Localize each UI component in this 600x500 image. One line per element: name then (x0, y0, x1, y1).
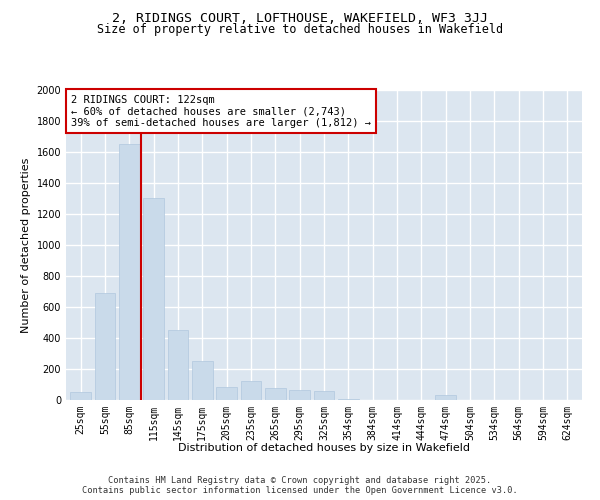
Bar (95, 293, 115, 400)
Bar (192, 361, 212, 400)
Bar (216, 387, 237, 400)
Bar (265, 388, 286, 400)
Bar (338, 399, 359, 400)
Text: Contains HM Land Registry data © Crown copyright and database right 2025.
Contai: Contains HM Land Registry data © Crown c… (82, 476, 518, 495)
Bar (289, 390, 310, 400)
Bar (70, 392, 91, 400)
Bar (143, 198, 164, 400)
Bar (167, 330, 188, 400)
Text: Size of property relative to detached houses in Wakefield: Size of property relative to detached ho… (97, 22, 503, 36)
Bar (241, 382, 262, 400)
Text: 2, RIDINGS COURT, LOFTHOUSE, WAKEFIELD, WF3 3JJ: 2, RIDINGS COURT, LOFTHOUSE, WAKEFIELD, … (112, 12, 488, 26)
Bar (314, 392, 334, 400)
Bar (119, 144, 140, 400)
Bar (436, 396, 456, 400)
X-axis label: Distribution of detached houses by size in Wakefield: Distribution of detached houses by size … (178, 443, 470, 453)
Text: 2 RIDINGS COURT: 122sqm
← 60% of detached houses are smaller (2,743)
39% of semi: 2 RIDINGS COURT: 122sqm ← 60% of detache… (71, 94, 371, 128)
Y-axis label: Number of detached properties: Number of detached properties (21, 158, 31, 332)
